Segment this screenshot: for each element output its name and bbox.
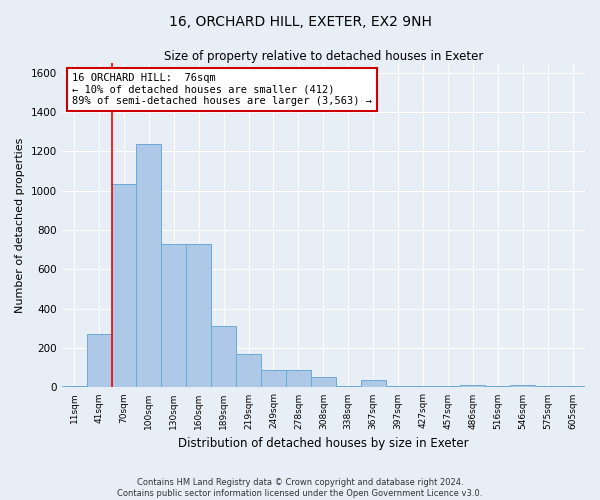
Bar (510, 386, 535, 388)
Text: 16, ORCHARD HILL, EXETER, EX2 9NH: 16, ORCHARD HILL, EXETER, EX2 9NH (169, 15, 431, 29)
Bar (460, 386, 485, 388)
Bar (485, 386, 510, 388)
Bar (211, 326, 236, 388)
Bar (136, 144, 161, 388)
Title: Size of property relative to detached houses in Exeter: Size of property relative to detached ho… (164, 50, 483, 63)
Bar (286, 370, 311, 388)
Bar (261, 370, 286, 388)
Bar (386, 386, 410, 388)
Text: 16 ORCHARD HILL:  76sqm
← 10% of detached houses are smaller (412)
89% of semi-d: 16 ORCHARD HILL: 76sqm ← 10% of detached… (72, 72, 372, 106)
Bar (112, 184, 136, 388)
Bar (535, 386, 560, 388)
Bar (436, 386, 460, 388)
Bar (311, 376, 336, 388)
Bar (161, 244, 186, 388)
Bar (186, 244, 211, 388)
Bar (410, 386, 436, 388)
Bar (560, 386, 585, 388)
Text: Contains HM Land Registry data © Crown copyright and database right 2024.
Contai: Contains HM Land Registry data © Crown c… (118, 478, 482, 498)
Bar (361, 380, 386, 388)
Bar (236, 354, 261, 388)
Bar (86, 334, 112, 388)
Bar (336, 386, 361, 388)
X-axis label: Distribution of detached houses by size in Exeter: Distribution of detached houses by size … (178, 437, 469, 450)
Bar (62, 386, 86, 388)
Y-axis label: Number of detached properties: Number of detached properties (15, 138, 25, 313)
